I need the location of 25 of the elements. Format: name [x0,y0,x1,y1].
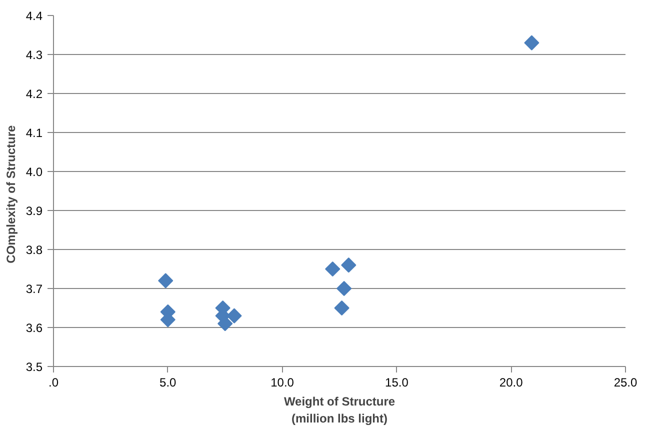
x-tick-label: 15.0 [385,376,409,390]
x-tick-label: .0 [48,376,59,390]
y-tick-label: 3.5 [26,360,43,374]
x-tick-label: 20.0 [499,376,524,390]
point [341,258,356,273]
point [158,273,174,288]
y-tick-label: 4.4 [26,9,43,23]
point [226,308,242,324]
y-tick-label: 4.3 [26,48,43,62]
y-axis-title: COmplexity of Structure [4,124,18,264]
y-tick-label: 3.8 [26,243,43,257]
x-axis-title: Weight of Structure (million lbs light) [284,394,396,426]
y-tick-label: 4.2 [26,87,43,101]
x-tick-label: 5.0 [160,376,177,390]
y-tick-label: 3.9 [26,204,43,218]
y-tick-label: 4.1 [26,126,43,140]
y-tick-label: 4.0 [26,165,43,179]
x-tick-label: 10.0 [270,376,294,390]
point [334,300,350,316]
y-tick-label: 3.7 [26,282,43,296]
x-tick-label: 25.0 [614,376,638,390]
y-tick-label: 3.6 [26,321,43,335]
point [325,261,340,277]
point [524,35,540,50]
point [336,280,352,296]
